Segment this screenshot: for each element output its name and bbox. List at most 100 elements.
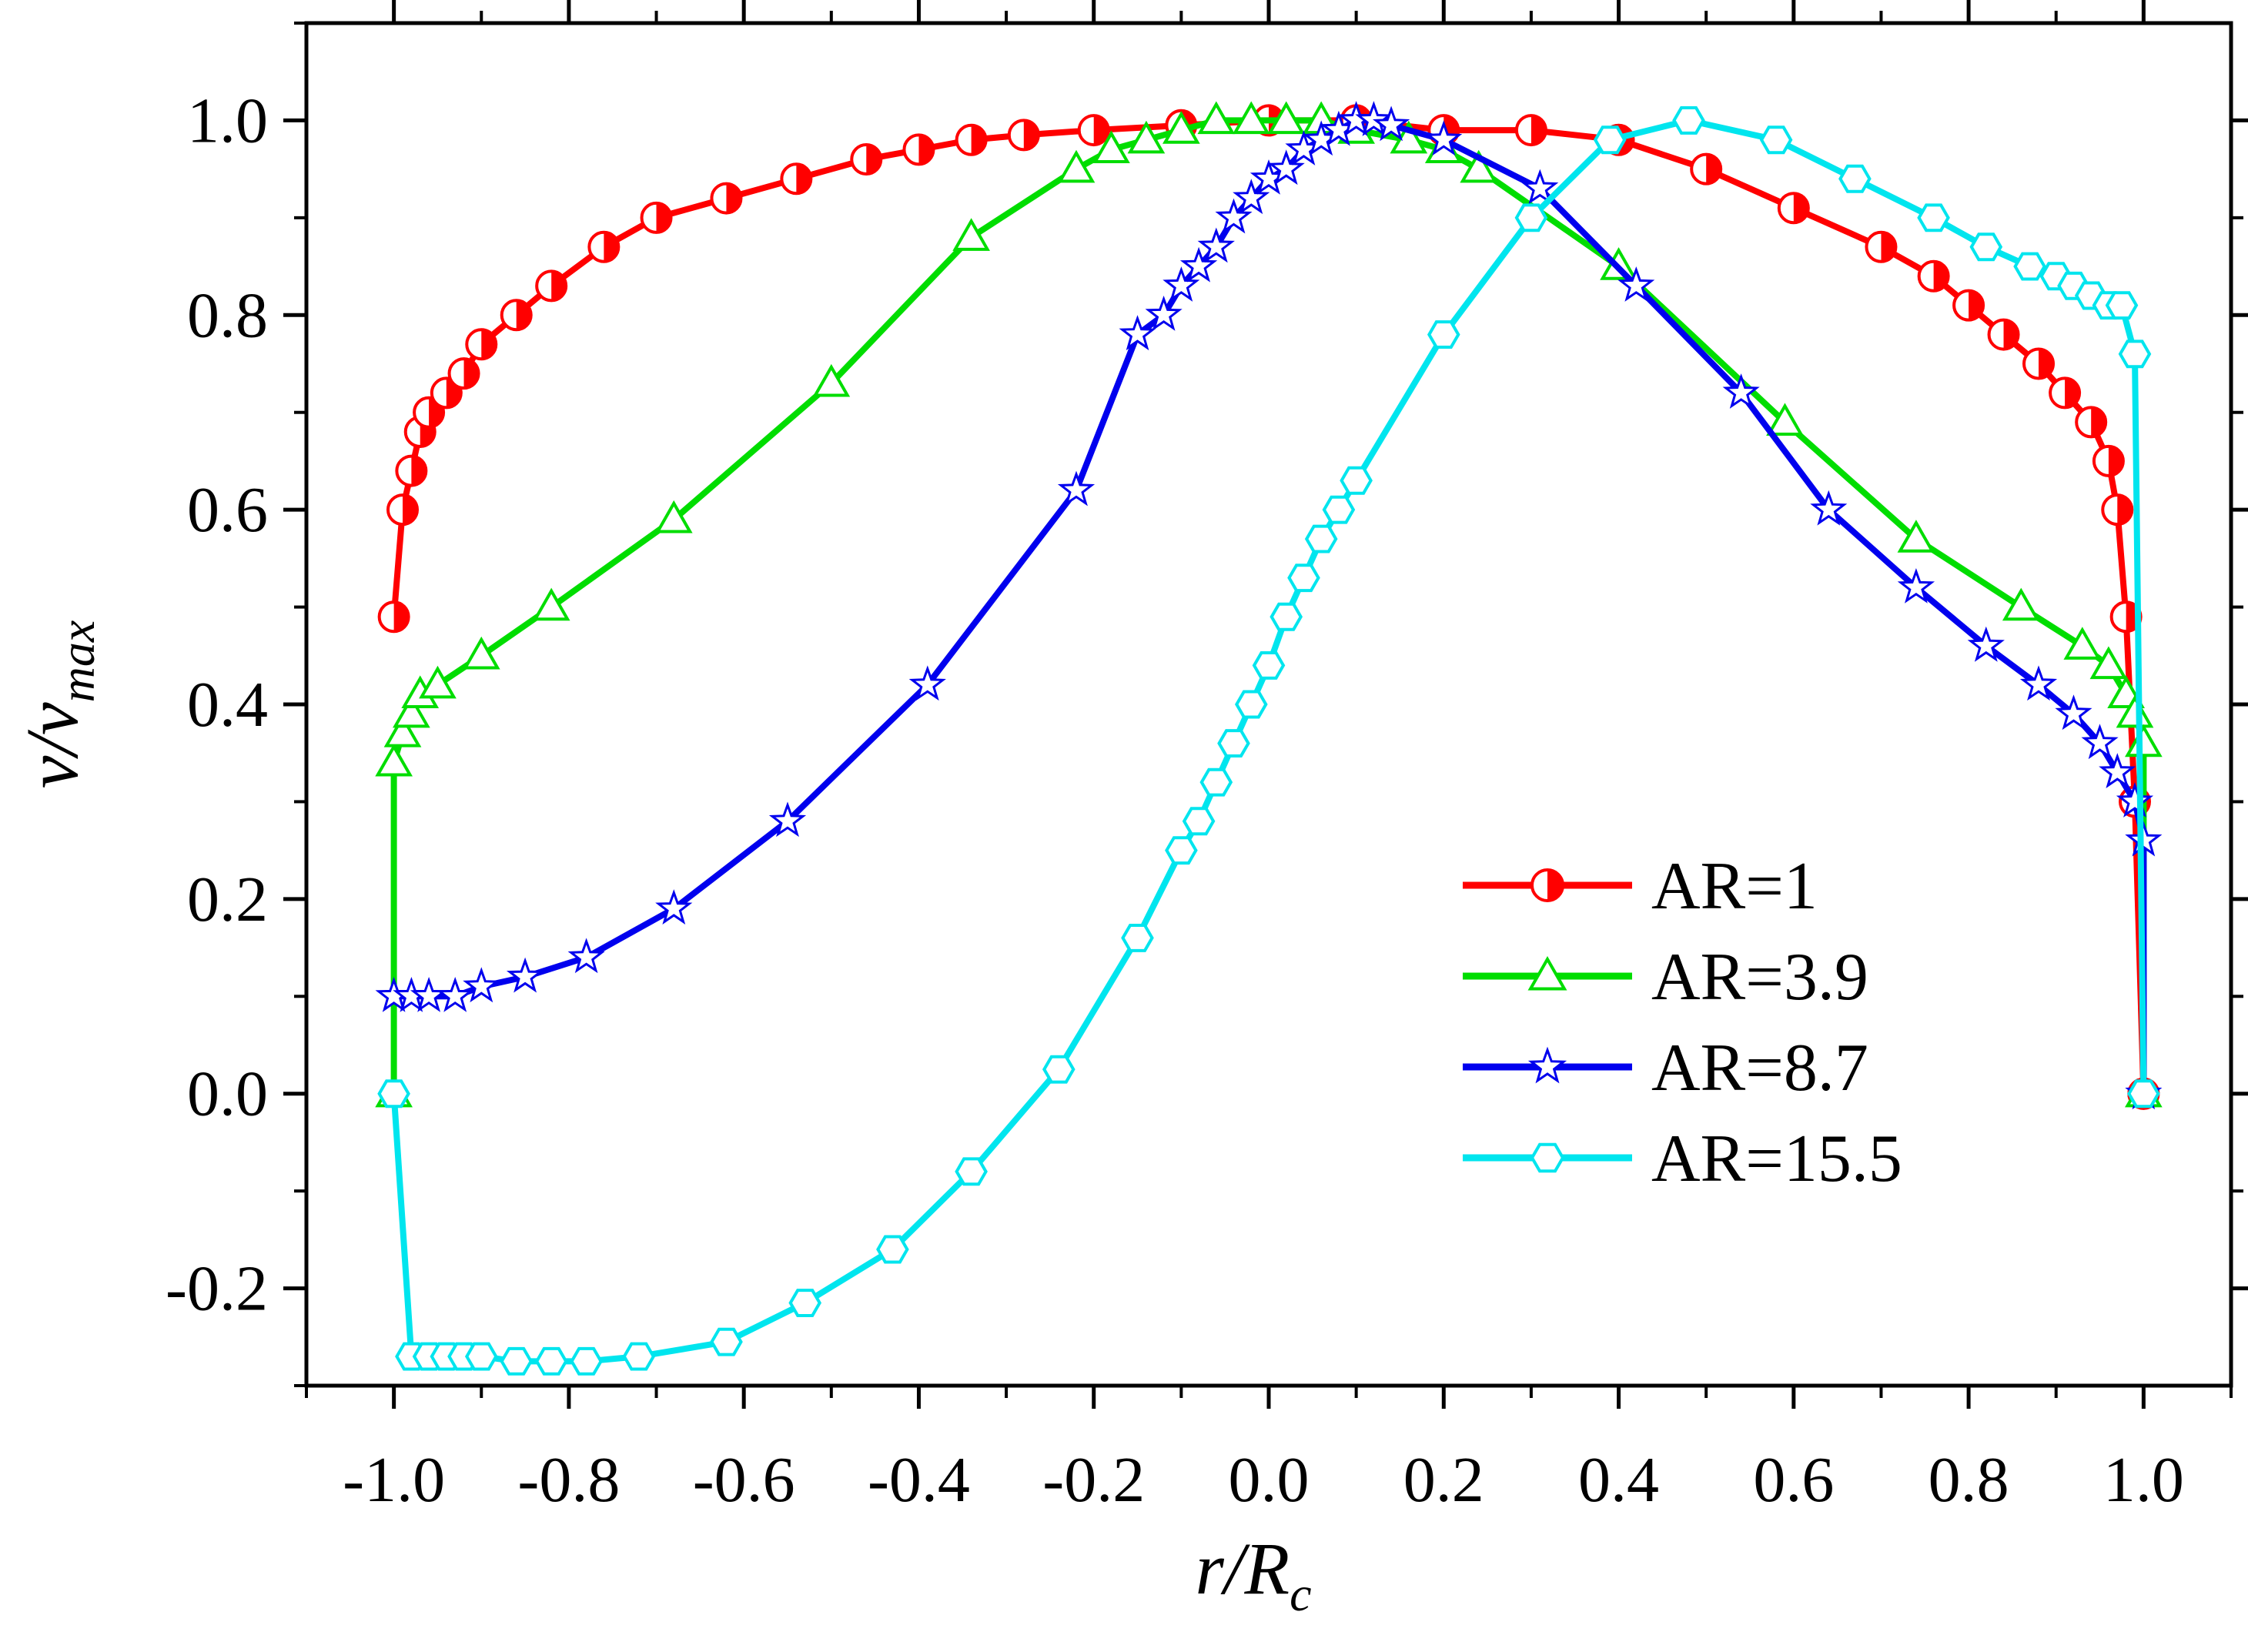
data-marker: [1777, 192, 1810, 225]
marker-fill: [1547, 870, 1563, 901]
data-marker: [1672, 106, 1705, 135]
data-marker: [1215, 198, 1253, 234]
data-marker: [500, 1346, 534, 1376]
data-marker: [1460, 149, 1498, 183]
data-marker: [1967, 626, 2005, 662]
data-marker: [902, 133, 935, 166]
x-axis-title-main: r/R: [1195, 1527, 1290, 1610]
data-marker: [1617, 266, 1655, 302]
data-marker: [1057, 470, 1096, 507]
x-tick-label: 0.8: [1929, 1444, 2009, 1516]
legend-item: AR=3.9: [1463, 940, 1868, 1015]
marker-fill: [1023, 120, 1039, 150]
data-marker: [1810, 490, 1848, 526]
x-tick-label: -0.6: [693, 1444, 795, 1516]
series-layer: [375, 101, 2163, 1376]
data-marker: [1987, 318, 2020, 351]
marker-fill: [866, 145, 881, 174]
data-marker: [532, 587, 570, 621]
marker-fill: [1093, 115, 1109, 145]
marker-fill: [2117, 495, 2133, 525]
data-marker: [463, 967, 500, 1003]
data-marker: [1593, 125, 1627, 155]
x-tick-label: 0.4: [1578, 1444, 1659, 1516]
data-marker: [462, 636, 500, 670]
data-marker: [377, 1079, 410, 1109]
data-marker: [788, 1289, 822, 1317]
data-marker: [2105, 291, 2139, 320]
data-marker: [570, 1346, 603, 1376]
x-tick-label: -1.0: [343, 1444, 445, 1516]
data-marker: [535, 269, 568, 303]
marker-fill: [551, 271, 567, 301]
data-marker: [908, 665, 946, 701]
legend-item: AR=8.7: [1463, 1031, 1868, 1105]
data-marker: [1425, 120, 1463, 156]
data-marker: [1759, 125, 1793, 155]
y-axis-title-sub: max: [50, 620, 105, 703]
data-marker: [2092, 444, 2125, 477]
data-marker: [1197, 227, 1235, 263]
data-marker: [955, 1157, 988, 1186]
legend: AR=1 AR=3.9 AR=8.7 AR=15.5: [1463, 849, 1902, 1196]
marker-fill: [604, 232, 619, 262]
data-marker: [2116, 694, 2154, 728]
data-marker: [952, 218, 990, 251]
legend-label: AR=1: [1651, 849, 1818, 924]
marker-fill: [463, 359, 479, 389]
data-marker: [1057, 149, 1096, 183]
data-marker: [2118, 339, 2152, 369]
data-marker: [2019, 665, 2058, 701]
marker-fill: [393, 602, 409, 632]
data-marker: [377, 600, 410, 634]
marker-fill: [2039, 349, 2053, 379]
data-marker: [2063, 627, 2102, 660]
x-tick-label: -0.4: [868, 1444, 970, 1516]
data-marker: [587, 230, 621, 263]
x-axis-title-sub: c: [1290, 1567, 1311, 1621]
data-marker: [1530, 868, 1564, 902]
data-marker: [1322, 495, 1356, 524]
data-marker: [419, 665, 457, 699]
data-marker: [1287, 563, 1320, 593]
data-marker: [1917, 259, 1950, 293]
data-marker: [1197, 101, 1236, 135]
data-marker: [1233, 179, 1270, 215]
data-marker: [1917, 203, 1950, 232]
data-marker: [2125, 724, 2163, 757]
marker-fill: [1969, 290, 1984, 320]
x-tick-label: 0.6: [1753, 1444, 1834, 1516]
data-marker: [1372, 105, 1410, 142]
y-axis-title-main: v/v: [11, 702, 93, 788]
data-marker: [640, 201, 673, 234]
marker-fill: [1706, 154, 1721, 184]
data-marker: [1722, 373, 1760, 409]
data-marker: [1267, 149, 1305, 186]
data-marker: [2127, 1079, 2160, 1109]
data-marker: [1267, 101, 1306, 135]
data-marker: [1427, 320, 1460, 349]
y-tick-label: 0.0: [187, 1058, 268, 1130]
data-marker: [655, 889, 693, 925]
marker-fill: [403, 495, 417, 525]
data-marker: [375, 743, 413, 777]
y-tick-label: 0.4: [187, 669, 268, 741]
data-marker: [710, 182, 743, 215]
legend-item: AR=1: [1463, 849, 1818, 924]
marker-fill: [1881, 232, 1896, 262]
data-marker: [1092, 130, 1130, 164]
data-marker: [393, 694, 430, 728]
marker-fill: [1933, 261, 1949, 291]
legend-label: AR=15.5: [1651, 1122, 1902, 1196]
data-marker: [2101, 493, 2134, 527]
data-marker: [2049, 376, 2082, 410]
data-marker: [395, 454, 428, 487]
data-marker: [1897, 567, 1935, 604]
data-marker: [2055, 694, 2092, 731]
data-marker: [1145, 295, 1183, 331]
axes-layer: -1.0 -0.8 -0.6 -0.4 -0.2 0.0 0.2 0.4 0.6 0.8 1.0 -0…: [166, 0, 2248, 1516]
data-marker: [1838, 164, 1872, 193]
x-axis-title: r/Rc: [1195, 1527, 1311, 1621]
data-marker: [2081, 724, 2119, 760]
